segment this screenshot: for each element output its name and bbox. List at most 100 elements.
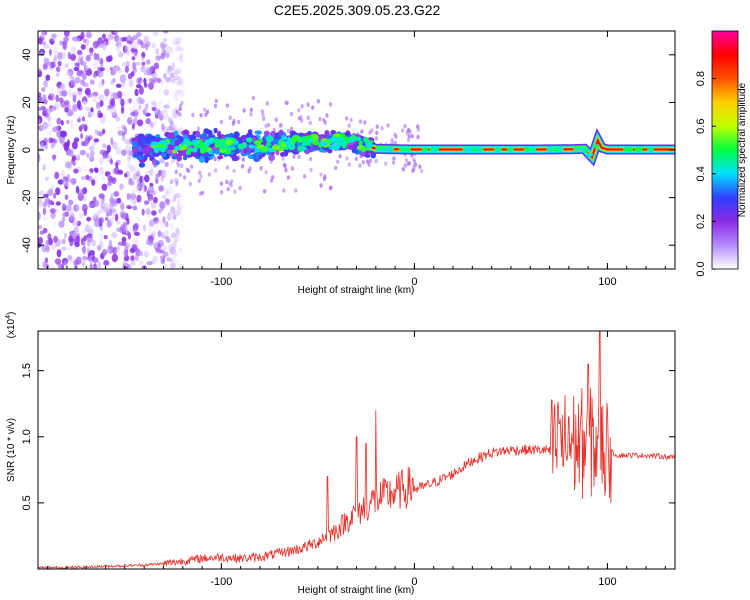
noise-cell bbox=[159, 249, 165, 254]
tone-peak bbox=[367, 143, 374, 149]
noise-cell bbox=[82, 246, 87, 255]
tone-peak bbox=[201, 148, 206, 154]
tone-cell bbox=[138, 162, 146, 168]
noise-cell bbox=[140, 65, 146, 73]
noise-cell bbox=[85, 54, 92, 62]
scatter-cell bbox=[358, 163, 362, 168]
noise-cell bbox=[104, 216, 108, 221]
noise-cell bbox=[143, 185, 147, 192]
tone-cell bbox=[204, 158, 209, 164]
noise-cell bbox=[101, 249, 108, 256]
noise-cell bbox=[170, 158, 175, 164]
noise-cell bbox=[92, 242, 97, 249]
tone-peak bbox=[205, 139, 214, 144]
tone-cell bbox=[279, 152, 286, 157]
noise-cell bbox=[82, 103, 86, 108]
scatter-cell bbox=[416, 134, 420, 140]
noise-cell bbox=[177, 199, 183, 204]
noise-cell bbox=[151, 230, 156, 237]
noise-cell bbox=[174, 186, 178, 193]
noise-cell bbox=[172, 89, 180, 97]
noise-cell bbox=[115, 83, 122, 88]
noise-cell bbox=[136, 177, 140, 185]
colorbar-tick-label: 0.8 bbox=[695, 71, 707, 86]
scatter-cell bbox=[358, 119, 363, 124]
noise-cell bbox=[171, 37, 178, 45]
noise-cell bbox=[155, 55, 161, 61]
noise-cell bbox=[180, 221, 185, 228]
scatter-cell bbox=[174, 169, 178, 174]
tone-peak bbox=[192, 139, 199, 144]
noise-cell bbox=[146, 261, 153, 266]
scatter-cell bbox=[251, 95, 256, 101]
chart-title: C2E5.2025.309.05.23.G22 bbox=[273, 2, 441, 18]
tone-peak bbox=[573, 146, 580, 152]
noise-cell bbox=[60, 83, 65, 90]
tone-peak bbox=[385, 146, 392, 152]
noise-cell bbox=[121, 82, 126, 87]
tone-cell bbox=[251, 153, 258, 159]
noise-cell bbox=[168, 47, 175, 55]
noise-cell bbox=[157, 230, 162, 238]
noise-cell bbox=[169, 188, 175, 196]
tone-peak bbox=[281, 142, 286, 149]
noise-cell bbox=[84, 89, 91, 95]
tone-peak bbox=[379, 146, 386, 152]
noise-cell bbox=[77, 87, 83, 92]
noise-cell bbox=[107, 248, 111, 254]
noise-cell bbox=[83, 197, 87, 202]
noise-cell bbox=[38, 95, 43, 103]
noise-cell bbox=[109, 158, 113, 165]
snr-multiplier-label: (x104) bbox=[5, 312, 17, 339]
noise-cell bbox=[71, 104, 76, 110]
noise-cell bbox=[112, 112, 118, 117]
noise-cell bbox=[92, 91, 99, 97]
noise-cell bbox=[162, 171, 166, 177]
scatter-cell bbox=[175, 181, 179, 186]
scatter-cell bbox=[226, 186, 230, 192]
scatter-cell bbox=[292, 154, 296, 159]
scatter-cell bbox=[306, 115, 310, 120]
tone-peak bbox=[582, 148, 590, 153]
noise-cell bbox=[98, 112, 104, 118]
noise-cell bbox=[101, 183, 108, 191]
noise-cell bbox=[131, 123, 135, 130]
scatter-cell bbox=[197, 178, 201, 183]
tone-peak bbox=[404, 147, 412, 152]
scatter-cell bbox=[300, 104, 304, 109]
noise-cell bbox=[70, 177, 77, 185]
spectrogram-y-axis-label: Frequency (Hz) bbox=[6, 116, 17, 185]
noise-cell bbox=[173, 210, 180, 217]
noise-cell bbox=[161, 256, 165, 262]
noise-cell bbox=[169, 179, 174, 185]
tone-cell bbox=[268, 154, 275, 162]
noise-cell bbox=[163, 114, 169, 121]
noise-cell bbox=[80, 61, 87, 67]
noise-cell bbox=[48, 48, 52, 56]
x-tick-label: 100 bbox=[598, 576, 616, 588]
noise-cell bbox=[52, 154, 56, 162]
scatter-cell bbox=[180, 163, 184, 169]
noise-cell bbox=[55, 66, 61, 72]
noise-cell bbox=[75, 154, 81, 161]
noise-cell bbox=[40, 124, 47, 131]
noise-cell bbox=[85, 174, 90, 181]
tone-peak bbox=[272, 144, 280, 151]
noise-cell bbox=[48, 188, 54, 197]
noise-cell bbox=[131, 244, 138, 251]
noise-cell bbox=[110, 137, 114, 145]
scatter-cell bbox=[325, 113, 329, 118]
noise-cell bbox=[155, 48, 159, 55]
scatter-cell bbox=[207, 172, 211, 177]
noise-cell bbox=[77, 115, 82, 122]
noise-cell bbox=[105, 47, 109, 53]
noise-cell bbox=[49, 208, 56, 214]
noise-cell bbox=[62, 41, 67, 50]
noise-cell bbox=[177, 245, 183, 253]
scatter-cell bbox=[394, 134, 398, 139]
noise-cell bbox=[66, 119, 70, 125]
noise-cell bbox=[50, 264, 55, 269]
noise-cell bbox=[173, 48, 180, 54]
noise-cell bbox=[38, 118, 41, 124]
